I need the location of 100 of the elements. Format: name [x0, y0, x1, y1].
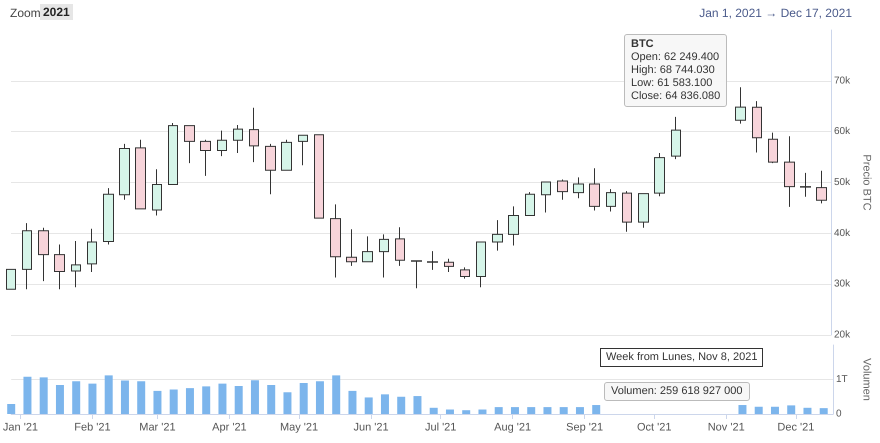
bar: [120, 380, 129, 414]
x-tick-label: Feb '21: [74, 422, 111, 434]
bar: [104, 375, 113, 414]
bar: [153, 390, 162, 414]
bar: [576, 407, 584, 414]
bar: [803, 408, 812, 414]
bar: [348, 390, 356, 414]
candlestick: [444, 258, 454, 272]
x-tick-label: Dec '21: [777, 422, 814, 434]
candlestick: [103, 188, 114, 246]
x-tick-label: Jan '21: [2, 422, 38, 434]
bar: [137, 381, 146, 414]
candlestick: [476, 241, 486, 288]
bar: [267, 385, 276, 414]
bar: [364, 397, 373, 414]
candlestick: [54, 244, 65, 290]
bar: [170, 390, 178, 414]
text: Jan 1, 2021 → Dec 17, 2021: [699, 6, 852, 20]
bar: [186, 388, 194, 414]
candlestick: [816, 170, 827, 204]
candlestick: [362, 236, 373, 262]
candlestick: [346, 228, 357, 266]
x-tick-label: Apr '21: [212, 422, 247, 434]
bar: [494, 407, 503, 414]
x-tick-label: Nov '21: [708, 422, 745, 434]
annotation: BTC: [631, 38, 655, 51]
candlestick: [735, 86, 746, 124]
bar: [462, 410, 470, 414]
bar: [316, 381, 324, 414]
annotation: Close: 64 836.080: [631, 90, 720, 103]
y-tick-label: 60k: [834, 126, 852, 138]
bar: [218, 384, 226, 414]
candlestick: [184, 125, 195, 164]
y-tick-label: 50k: [834, 177, 852, 188]
x-tick-label: Sep '21: [566, 422, 604, 434]
bar: [397, 396, 406, 414]
bar: [250, 380, 259, 414]
candlestick: [379, 234, 389, 278]
candlestick: [541, 181, 551, 213]
candlestick: [298, 134, 308, 166]
bar: [23, 376, 32, 414]
x-tick-label: Oct '21: [636, 422, 672, 434]
candlestick: [784, 136, 795, 208]
x-tick-label: Aug '21: [494, 422, 532, 434]
bar: [7, 404, 16, 414]
bar: [72, 381, 80, 414]
candlestick: [395, 226, 405, 266]
candlestick: [217, 130, 227, 157]
candlestick: [573, 176, 584, 199]
candlestick: [671, 116, 681, 160]
candlestick: [492, 220, 503, 252]
candlestick: [22, 222, 32, 290]
candlestick: [119, 143, 130, 200]
candlestick: [508, 206, 519, 246]
bar: [446, 410, 454, 414]
bar: [527, 407, 536, 414]
bar: [234, 386, 243, 414]
bar: [592, 405, 600, 414]
annotation: High: 68 744.030: [631, 64, 716, 77]
bar: [283, 392, 292, 414]
bar: [380, 394, 389, 414]
annotation: Open: 62 249.400: [631, 51, 720, 64]
bar: [787, 405, 796, 414]
x-tick-label: Jul '21: [424, 422, 456, 434]
candlestick: [168, 122, 178, 186]
y-axis-title: Precio BTC: [860, 154, 872, 211]
candlestick: [152, 168, 162, 216]
candlestick: [265, 143, 276, 195]
candlestick: [800, 172, 811, 198]
y-tick-label: 40k: [834, 228, 852, 239]
candlestick: [622, 190, 632, 232]
candlestick: [557, 178, 568, 200]
y-tick-label: 70k: [834, 75, 852, 86]
text: Zoom: [10, 6, 41, 20]
candlestick: [411, 260, 422, 289]
candlestick: [589, 168, 600, 211]
bar: [88, 384, 96, 414]
tooltip-box: Week from Lunes, Nov 8, 2021: [600, 348, 764, 367]
annotation: Low: 61 583.100: [631, 77, 714, 90]
bar: [202, 386, 210, 414]
candlestick: [135, 139, 146, 210]
bar: [56, 385, 64, 414]
bar: [560, 407, 568, 414]
bar: [754, 406, 763, 414]
x-tick-label: Mar '21: [139, 422, 176, 434]
candlestick: [6, 268, 16, 290]
candlestick: [654, 152, 665, 197]
candlestick: [752, 100, 762, 154]
candlestick: [638, 193, 649, 228]
tooltip-box: Volumen: 259 618 927 000: [604, 382, 750, 401]
bar: [413, 396, 422, 414]
bar: [478, 410, 486, 414]
candlestick: [768, 132, 778, 164]
bar: [820, 408, 828, 414]
bar: [430, 408, 438, 414]
y-tick-label: 1T: [836, 374, 848, 385]
candlestick: [233, 124, 243, 154]
candlestick: [249, 107, 259, 163]
x-tick-label: Jun '21: [353, 422, 389, 434]
candlestick: [427, 250, 438, 270]
